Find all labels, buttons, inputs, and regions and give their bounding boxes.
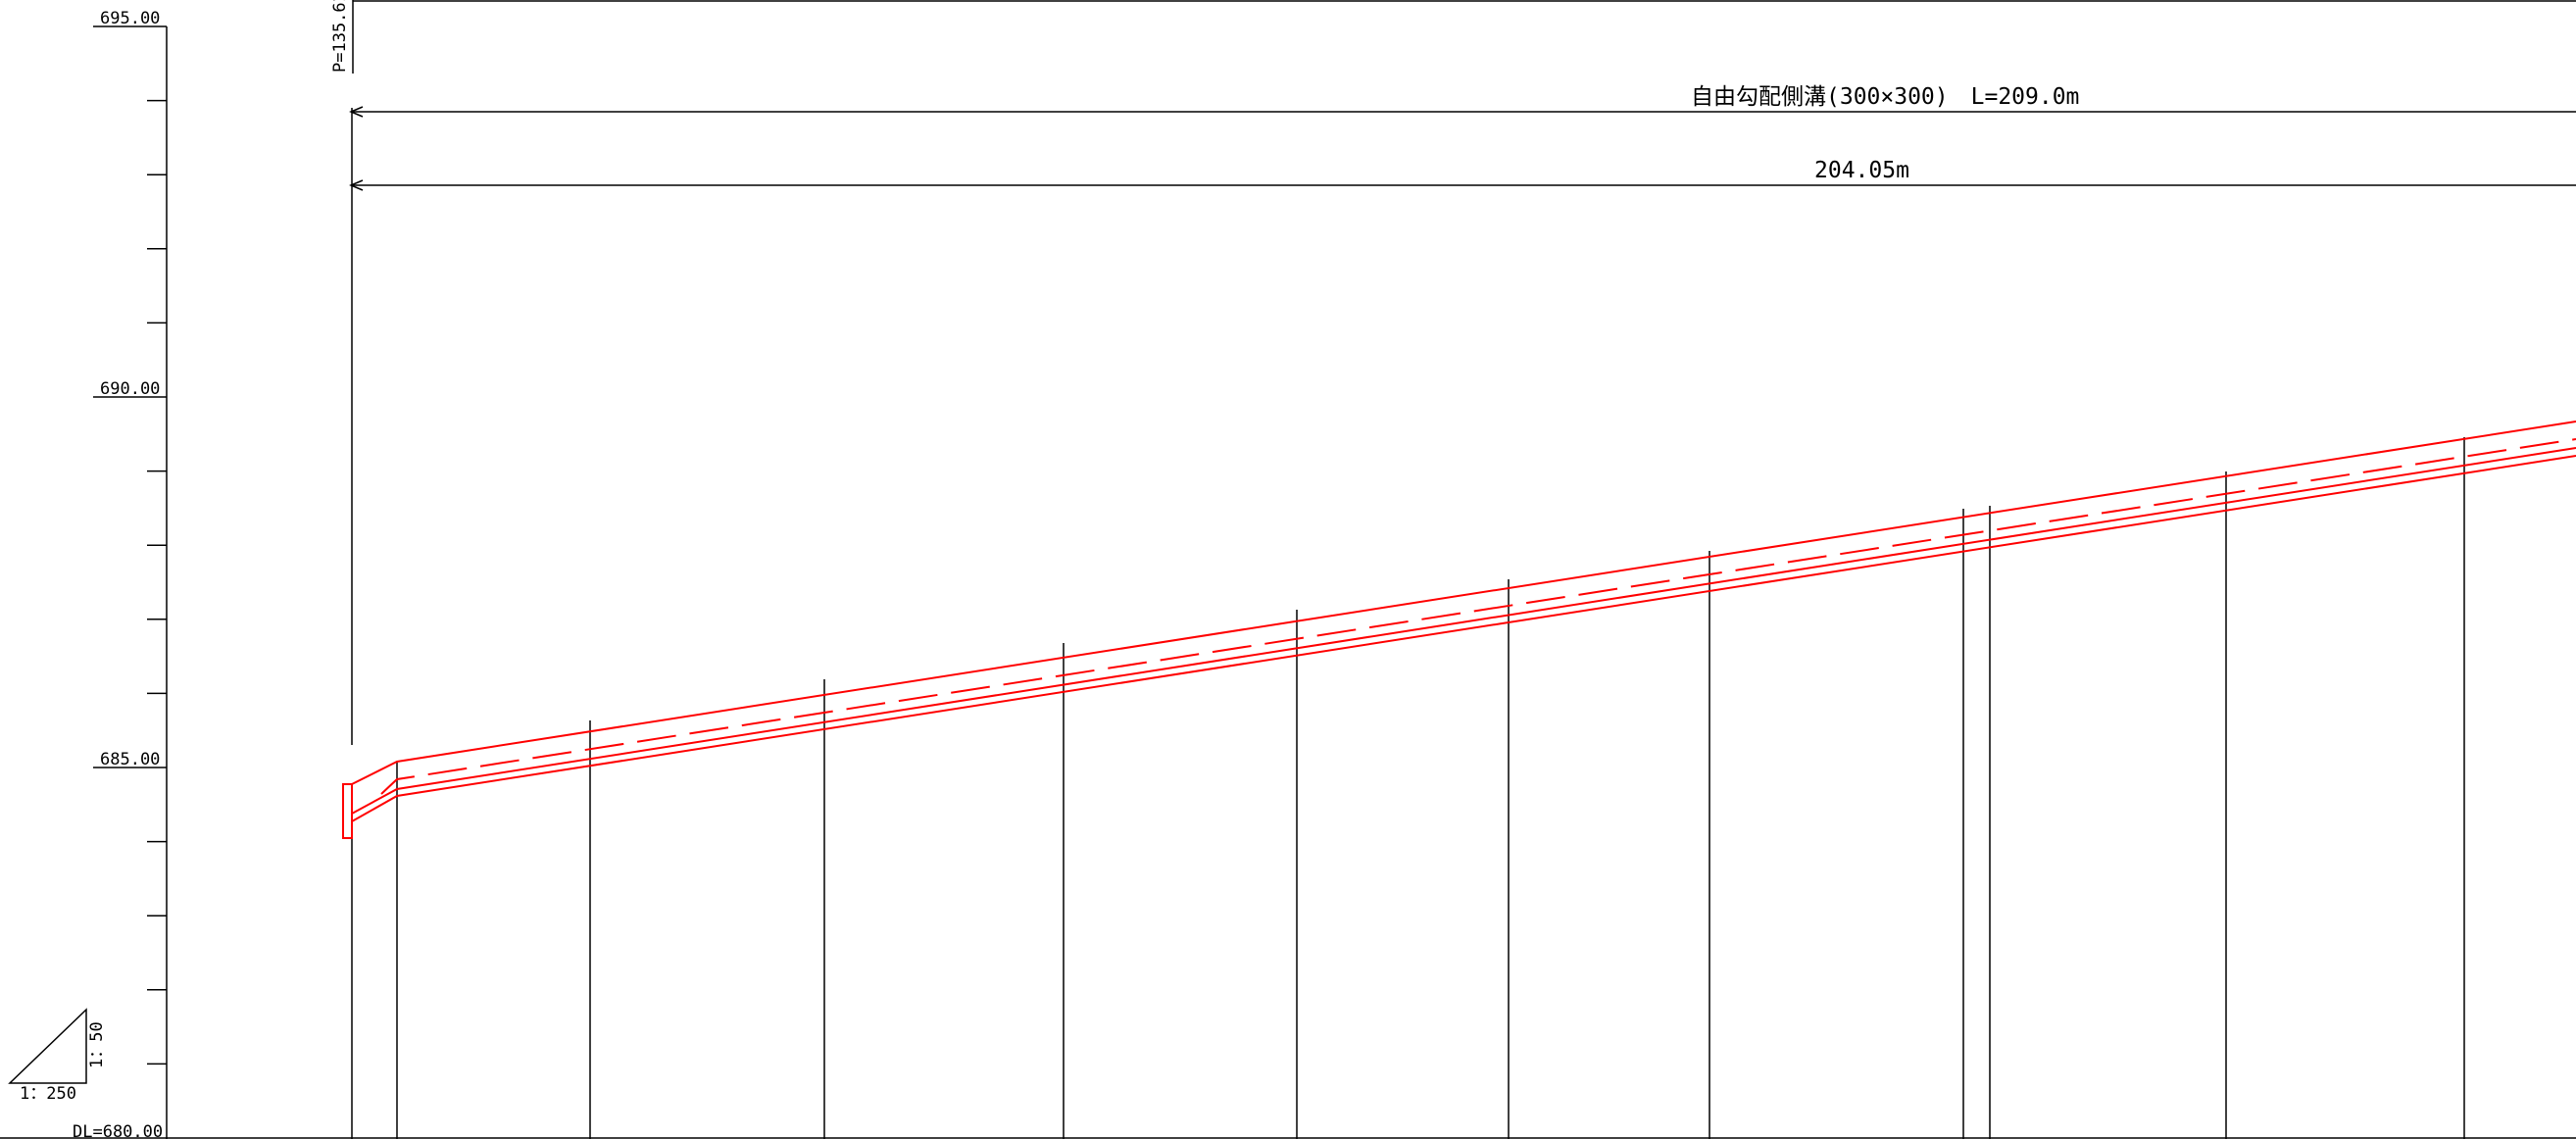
length-label: 204.05m	[1814, 158, 1909, 183]
ditch-profile	[351, 421, 2576, 822]
elevation-axis: 695.00 690.00 685.00 DL=680.00	[73, 9, 168, 1139]
vertical-scale-label: 1：50	[87, 1021, 107, 1068]
length-arrow-icon	[349, 179, 364, 191]
station-label: P=135.61	[330, 0, 350, 73]
ditch-label: 自由勾配側溝(300×300) L=209.0m	[1691, 84, 2079, 110]
axis-minor-ticks	[147, 99, 167, 1065]
ditch-bottom-line	[351, 447, 2576, 815]
ditch-top-line	[351, 421, 2576, 785]
station-marker: P=135.61	[330, 0, 2576, 74]
horizontal-scale-label: 1：250	[20, 1084, 76, 1104]
station-verticals	[351, 437, 2465, 1139]
ditch-arrow-icon	[349, 106, 364, 118]
scale-triangle-icon	[8, 1008, 87, 1084]
datum-label: DL=680.00	[73, 1122, 163, 1139]
elevation-label-685: 685.00	[100, 750, 160, 769]
ditch-water-line	[380, 438, 2576, 795]
elevation-label-695: 695.00	[100, 9, 160, 28]
elevation-label-690: 690.00	[100, 379, 160, 399]
length-dimension: 204.05m	[349, 158, 2576, 191]
scale-indicator: 1：250 1：50	[8, 1008, 107, 1104]
ditch-dimension: 自由勾配側溝(300×300) L=209.0m	[349, 84, 2576, 118]
ditch-base-line	[351, 455, 2576, 822]
catch-basin-icon	[342, 783, 353, 839]
